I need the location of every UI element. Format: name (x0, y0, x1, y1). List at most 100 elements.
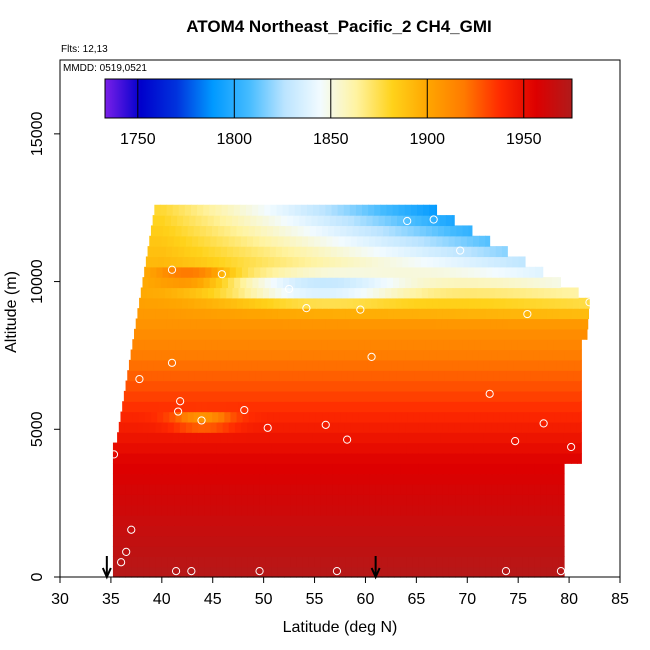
heatmap-cell (123, 432, 130, 444)
heatmap-cell (412, 421, 419, 433)
heatmap-cell (261, 297, 268, 309)
heatmap-cell (253, 514, 261, 526)
heatmap-cell (435, 277, 443, 289)
heatmap-cell (185, 349, 193, 361)
heatmap-cell (202, 246, 210, 258)
heatmap-cell (416, 318, 424, 330)
heatmap-cell (192, 442, 200, 454)
heatmap-cell (510, 535, 517, 547)
heatmap-cell (185, 421, 193, 433)
heatmap-cell (222, 473, 230, 485)
heatmap-cell (552, 525, 560, 537)
heatmap-cell (448, 545, 456, 557)
heatmap-cell (307, 390, 314, 402)
heatmap-cell (508, 318, 516, 330)
heatmap-cell (430, 545, 438, 557)
heatmap-cell (143, 504, 151, 516)
heatmap-cell (241, 556, 248, 568)
heatmap-cell (479, 494, 487, 506)
heatmap-cell (233, 432, 240, 444)
heatmap-cell (399, 277, 406, 289)
heatmap-cell (204, 421, 212, 433)
heatmap-cell (298, 370, 306, 382)
heatmap-cell (423, 349, 431, 361)
heatmap-cell (473, 380, 481, 392)
heatmap-cell (399, 421, 407, 433)
heatmap-cell (433, 401, 441, 413)
curtain-heatmap (112, 204, 590, 578)
heatmap-cell (387, 452, 395, 464)
heatmap-cell (363, 308, 371, 320)
heatmap-cell (424, 514, 432, 526)
heatmap-cell (475, 297, 482, 309)
heatmap-cell (393, 235, 401, 247)
heatmap-cell (464, 287, 472, 299)
heatmap-cell (240, 421, 248, 433)
heatmap-cell (147, 432, 155, 444)
heatmap-cell (192, 566, 200, 578)
heatmap-cell (253, 235, 260, 247)
heatmap-cell (189, 215, 196, 227)
heatmap-cell (448, 473, 456, 485)
heatmap-cell (345, 525, 352, 537)
heatmap-cell (412, 380, 420, 392)
heatmap-cell (252, 390, 259, 402)
heatmap-cell (420, 370, 428, 382)
heatmap-cell (330, 246, 338, 258)
heatmap-cell (137, 504, 145, 516)
heatmap-cell (284, 504, 291, 516)
heatmap-cell (473, 473, 481, 485)
heatmap-cell (259, 421, 266, 433)
heatmap-cell (112, 566, 120, 578)
heatmap-cell (143, 494, 151, 506)
heatmap-cell (296, 483, 303, 495)
heatmap-cell (479, 463, 487, 475)
heatmap-cell (156, 380, 163, 392)
heatmap-cell (390, 401, 398, 413)
heatmap-cell (438, 370, 446, 382)
heatmap-cell (420, 256, 428, 268)
profile-point (284, 284, 294, 294)
heatmap-cell (163, 225, 170, 237)
heatmap-cell (503, 545, 511, 557)
heatmap-cell (326, 421, 334, 433)
heatmap-cell (565, 308, 572, 320)
heatmap-cell (216, 452, 224, 464)
heatmap-cell (383, 297, 391, 309)
heatmap-cell (275, 359, 283, 371)
heatmap-cell (220, 287, 227, 299)
heatmap-cell (423, 204, 430, 216)
heatmap-cell (186, 442, 193, 454)
heatmap-cell (319, 204, 326, 216)
heatmap-cell (442, 442, 450, 454)
heatmap-cell (279, 411, 287, 423)
heatmap-cell (522, 514, 529, 526)
heatmap-cell (554, 370, 562, 382)
heatmap-cell (193, 411, 201, 423)
heatmap-cell (468, 297, 476, 309)
heatmap-cell (333, 339, 341, 351)
heatmap-cell (473, 535, 481, 547)
heatmap-cell (345, 308, 352, 320)
colorbar-tick-label: 1750 (120, 131, 156, 148)
heatmap-cell (344, 349, 352, 361)
heatmap-cell (583, 308, 590, 320)
heatmap-cell (442, 504, 450, 516)
heatmap-cell (528, 504, 536, 516)
heatmap-cell (306, 246, 314, 258)
heatmap-cell (485, 535, 493, 547)
heatmap-cell (312, 246, 320, 258)
heatmap-cell (497, 463, 505, 475)
heatmap-cell (352, 411, 360, 423)
heatmap-cell (572, 411, 580, 423)
heatmap-cell (134, 401, 142, 413)
heatmap-cell (338, 235, 346, 247)
heatmap-cell (391, 359, 399, 371)
heatmap-cell (546, 473, 554, 485)
heatmap-cell (174, 308, 181, 320)
heatmap-cell (510, 473, 517, 485)
heatmap-cell (204, 566, 212, 578)
x-tick-label: 75 (509, 591, 527, 608)
heatmap-cell (540, 535, 548, 547)
heatmap-cell (463, 256, 471, 268)
